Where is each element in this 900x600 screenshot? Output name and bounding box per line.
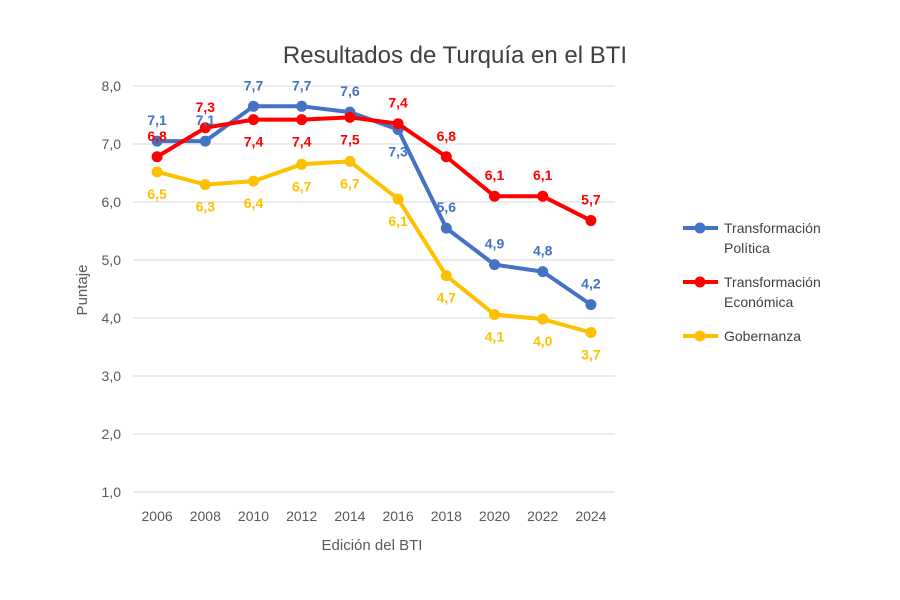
y-tick-label: 5,0 (102, 252, 122, 268)
y-tick-label: 1,0 (102, 484, 122, 500)
legend: Transformación Política Transformación Econ… (683, 220, 821, 344)
x-axis-title: Edición del BTI (322, 537, 423, 554)
data-point-transformacion-economica (392, 118, 404, 130)
data-point-transformacion-politica (585, 299, 597, 311)
data-point-transformacion-politica (440, 222, 452, 234)
data-point-transformacion-politica (248, 100, 259, 112)
data-point-transformacion-economica (489, 190, 500, 202)
data-label-gobernanza: 6,4 (244, 195, 264, 211)
series-line-transformacion-politica (155, 104, 593, 307)
data-point-transformacion-economica (585, 215, 597, 227)
x-tick-label: 2010 (238, 508, 269, 524)
data-label-gobernanza: 4,1 (485, 329, 505, 345)
data-label-transformacion-politica: 4,2 (581, 276, 601, 292)
legend-label: Transformación Política (724, 220, 821, 256)
chart-title: Resultados de Turquía en el BTI (283, 42, 627, 69)
data-label-transformacion-economica: 7,4 (388, 95, 408, 111)
data-label-transformacion-politica: 4,8 (533, 243, 553, 259)
legend-marker (694, 276, 706, 288)
data-label-transformacion-economica: 7,4 (292, 134, 312, 150)
data-point-transformacion-economica (296, 114, 308, 126)
data-label-transformacion-politica: 7,3 (388, 144, 408, 160)
gridlines (133, 85, 615, 493)
series-lines (151, 100, 597, 338)
x-tick-label: 2006 (142, 508, 173, 524)
data-label-transformacion-economica: 6,1 (485, 167, 505, 183)
data-point-transformacion-economica (248, 114, 259, 126)
data-point-gobernanza (248, 175, 259, 187)
legend-label: Gobernanza (724, 328, 801, 344)
data-label-transformacion-politica: 7,1 (196, 112, 216, 128)
data-point-transformacion-politica (199, 135, 211, 147)
data-point-gobernanza (199, 179, 211, 191)
data-label-transformacion-economica: 6,1 (533, 167, 553, 183)
data-label-gobernanza: 6,7 (292, 178, 312, 194)
x-tick-label: 2014 (334, 508, 365, 524)
data-label-transformacion-politica: 7,6 (340, 83, 360, 99)
data-label-transformacion-economica: 5,7 (581, 192, 601, 208)
data-label-transformacion-politica: 7,7 (244, 77, 264, 93)
y-tick-label: 4,0 (102, 310, 122, 326)
x-axis-ticks: 2006 2008 2010 2012 2014 2016 2018 2020 2022 2024 (142, 508, 607, 524)
data-label-transformacion-economica: 7,4 (244, 134, 264, 150)
data-label-transformacion-politica: 7,7 (292, 77, 312, 93)
data-label-transformacion-politica: 5,6 (437, 199, 457, 215)
series-line-transformacion-economica (155, 115, 593, 223)
data-point-transformacion-politica (151, 135, 163, 147)
x-tick-label: 2020 (479, 508, 510, 524)
data-label-transformacion-economica: 6,8 (437, 128, 457, 144)
data-point-gobernanza (151, 166, 163, 178)
data-label-transformacion-politica: 4,9 (485, 236, 505, 252)
x-tick-label: 2024 (575, 508, 606, 524)
data-point-transformacion-politica (537, 266, 549, 278)
data-point-gobernanza (489, 309, 500, 321)
x-tick-label: 2012 (286, 508, 317, 524)
data-label-gobernanza: 4,7 (437, 290, 457, 306)
data-label-gobernanza: 3,7 (581, 347, 601, 363)
y-tick-label: 8,0 (102, 78, 122, 94)
y-axis-ticks: 1,0 2,0 3,0 4,0 5,0 6,0 7,0 8,0 (102, 78, 122, 500)
data-point-transformacion-economica (344, 111, 356, 123)
data-label-transformacion-economica: 6,8 (147, 128, 167, 144)
x-tick-label: 2018 (431, 508, 462, 524)
x-tick-label: 2016 (383, 508, 414, 524)
data-label-transformacion-economica: 7,5 (340, 131, 360, 147)
data-point-transformacion-economica (440, 151, 452, 163)
legend-item-gobernanza: Gobernanza (683, 328, 801, 344)
x-tick-label: 2008 (190, 508, 221, 524)
legend-label: Transformación Económica (724, 274, 821, 310)
x-tick-label: 2022 (527, 508, 558, 524)
data-labels: 7,1 7,1 7,7 7,7 7,6 7,3 5,6 4,9 4,8 4,2 6,8 7,3 7,4 7… (147, 77, 600, 362)
data-point-gobernanza (585, 327, 597, 338)
data-point-gobernanza (392, 193, 404, 205)
y-tick-label: 6,0 (102, 194, 122, 210)
data-label-gobernanza: 6,1 (388, 213, 408, 229)
series-line-gobernanza (155, 159, 593, 335)
data-point-transformacion-economica (199, 122, 211, 134)
data-point-transformacion-politica (296, 100, 308, 112)
legend-item-transformacion-economica: Transformación Económica (683, 274, 821, 310)
data-point-transformacion-economica (151, 151, 163, 163)
data-point-gobernanza (344, 155, 356, 167)
data-point-gobernanza (537, 313, 549, 325)
data-label-gobernanza: 6,5 (147, 186, 167, 202)
legend-marker (694, 222, 706, 234)
legend-item-transformacion-politica: Transformación Política (683, 220, 821, 256)
legend-marker (694, 330, 706, 342)
data-label-transformacion-politica: 7,1 (147, 112, 167, 128)
data-label-gobernanza: 6,3 (196, 199, 216, 215)
y-tick-label: 7,0 (102, 136, 122, 152)
y-axis-title: Puntaje (74, 265, 91, 316)
data-label-gobernanza: 4,0 (533, 333, 553, 349)
data-label-transformacion-economica: 7,3 (196, 99, 216, 115)
data-point-transformacion-economica (537, 190, 549, 202)
data-point-gobernanza (296, 158, 308, 170)
data-label-gobernanza: 6,7 (340, 175, 360, 191)
y-tick-label: 3,0 (102, 368, 122, 384)
data-point-transformacion-politica (489, 259, 500, 271)
data-point-gobernanza (440, 270, 452, 282)
y-tick-label: 2,0 (102, 426, 122, 442)
